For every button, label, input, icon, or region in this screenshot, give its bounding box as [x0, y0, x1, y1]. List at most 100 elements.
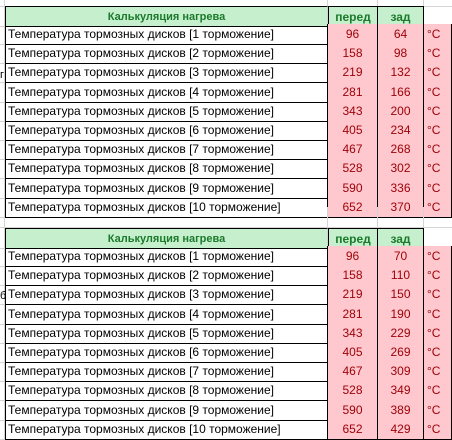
- rear-temp-value[interactable]: 302: [378, 158, 424, 180]
- cell[interactable]: [0, 342, 5, 363]
- cell[interactable]: [0, 43, 5, 65]
- row-label[interactable]: Температура тормозных дисков [7 торможен…: [5, 361, 328, 383]
- cell[interactable]: [0, 399, 5, 421]
- cell[interactable]: [0, 322, 5, 344]
- front-temp-value[interactable]: 96: [328, 24, 378, 45]
- cell[interactable]: [0, 177, 5, 199]
- row-label[interactable]: Температура тормозных дисков [3 торможен…: [5, 62, 328, 84]
- rear-temp-value[interactable]: 389: [378, 399, 424, 421]
- row-label[interactable]: Температура тормозных дисков [8 торможен…: [5, 380, 328, 402]
- row-label[interactable]: Температура тормозных дисков [2 торможен…: [5, 43, 328, 65]
- cell[interactable]: [0, 81, 5, 103]
- rear-temp-value[interactable]: 370: [378, 196, 424, 218]
- cell[interactable]: [0, 380, 5, 402]
- rear-temp-value[interactable]: 349: [378, 380, 424, 402]
- table2-title[interactable]: Калькуляция нагрева: [5, 228, 328, 249]
- cell[interactable]: [0, 24, 5, 45]
- unit-label[interactable]: °C: [424, 380, 452, 402]
- unit-label[interactable]: °C: [424, 177, 452, 199]
- front-temp-value[interactable]: 281: [328, 81, 378, 103]
- cell[interactable]: [0, 207, 5, 228]
- cell[interactable]: [0, 139, 5, 161]
- cell[interactable]: [0, 246, 5, 267]
- rear-temp-value[interactable]: 268: [378, 139, 424, 161]
- unit-label[interactable]: °C: [424, 62, 452, 84]
- front-temp-value[interactable]: 590: [328, 399, 378, 421]
- row-label[interactable]: Температура тормозных дисков [2 торможен…: [5, 265, 328, 287]
- unit-label[interactable]: °C: [424, 418, 452, 440]
- front-temp-value[interactable]: 158: [328, 265, 378, 287]
- cell[interactable]: [0, 265, 5, 287]
- front-temp-value[interactable]: 343: [328, 322, 378, 344]
- cell[interactable]: [424, 0, 452, 7]
- cell[interactable]: [0, 361, 5, 383]
- front-temp-value[interactable]: 96: [328, 246, 378, 267]
- unit-label[interactable]: °C: [424, 303, 452, 325]
- row-label[interactable]: Температура тормозных дисков [5 торможен…: [5, 322, 328, 344]
- row-label[interactable]: Температура тормозных дисков [4 торможен…: [5, 81, 328, 103]
- row-label[interactable]: Температура тормозных дисков [6 торможен…: [5, 342, 328, 363]
- front-temp-value[interactable]: 158: [328, 43, 378, 65]
- cell[interactable]: [424, 207, 452, 228]
- cell[interactable]: [328, 207, 378, 228]
- front-temp-value[interactable]: 343: [328, 100, 378, 122]
- cell[interactable]: [0, 158, 5, 180]
- row-label[interactable]: Температура тормозных дисков [9 торможен…: [5, 177, 328, 199]
- row-label[interactable]: Температура тормозных дисков [1 торможен…: [5, 246, 328, 267]
- rear-temp-value[interactable]: 190: [378, 303, 424, 325]
- unit-label[interactable]: °C: [424, 342, 452, 363]
- table2-col-front-header[interactable]: перед: [328, 228, 378, 249]
- cell[interactable]: [0, 228, 5, 249]
- rear-temp-value[interactable]: 309: [378, 361, 424, 383]
- unit-label[interactable]: °C: [424, 158, 452, 180]
- front-temp-value[interactable]: 219: [328, 284, 378, 306]
- table1-title[interactable]: Калькуляция нагрева: [5, 6, 328, 27]
- front-temp-value[interactable]: 590: [328, 177, 378, 199]
- rear-temp-value[interactable]: 200: [378, 100, 424, 122]
- front-temp-value[interactable]: 405: [328, 342, 378, 363]
- front-temp-value[interactable]: 652: [328, 418, 378, 440]
- front-temp-value[interactable]: 219: [328, 62, 378, 84]
- front-temp-value[interactable]: 467: [328, 361, 378, 383]
- rear-temp-value[interactable]: 429: [378, 418, 424, 440]
- rear-temp-value[interactable]: 70: [378, 246, 424, 267]
- front-temp-value[interactable]: 528: [328, 158, 378, 180]
- front-temp-value[interactable]: 467: [328, 139, 378, 161]
- row-label[interactable]: Температура тормозных дисков [3 торможен…: [5, 284, 328, 306]
- rear-temp-value[interactable]: 98: [378, 43, 424, 65]
- unit-label[interactable]: °C: [424, 284, 452, 306]
- unit-label[interactable]: °C: [424, 361, 452, 383]
- table1-col-front-header[interactable]: перед: [328, 6, 378, 27]
- rear-temp-value[interactable]: 132: [378, 62, 424, 84]
- unit-label[interactable]: °C: [424, 399, 452, 421]
- cell[interactable]: [0, 100, 5, 122]
- rear-temp-value[interactable]: 110: [378, 265, 424, 287]
- cell[interactable]: [378, 207, 424, 228]
- rear-temp-value[interactable]: 166: [378, 81, 424, 103]
- front-temp-value[interactable]: 405: [328, 120, 378, 141]
- front-temp-value[interactable]: 281: [328, 303, 378, 325]
- front-temp-value[interactable]: 528: [328, 380, 378, 402]
- cell[interactable]: [0, 284, 5, 306]
- row-label[interactable]: Температура тормозных дисков [8 торможен…: [5, 158, 328, 180]
- cell[interactable]: [0, 120, 5, 141]
- cell[interactable]: [0, 6, 5, 27]
- rear-temp-value[interactable]: 336: [378, 177, 424, 199]
- row-label[interactable]: Температура тормозных дисков [10 торможе…: [5, 418, 328, 440]
- row-label[interactable]: Температура тормозных дисков [1 торможен…: [5, 24, 328, 45]
- row-label[interactable]: Температура тормозных дисков [4 торможен…: [5, 303, 328, 325]
- row-label[interactable]: Температура тормозных дисков [6 торможен…: [5, 120, 328, 141]
- unit-label[interactable]: °C: [424, 43, 452, 65]
- unit-label[interactable]: °C: [424, 120, 452, 141]
- cell[interactable]: [0, 303, 5, 325]
- cell[interactable]: [5, 207, 328, 228]
- unit-label[interactable]: °C: [424, 265, 452, 287]
- unit-label[interactable]: °C: [424, 100, 452, 122]
- rear-temp-value[interactable]: 150: [378, 284, 424, 306]
- rear-temp-value[interactable]: 269: [378, 342, 424, 363]
- unit-label[interactable]: °C: [424, 246, 452, 267]
- row-label[interactable]: Температура тормозных дисков [5 торможен…: [5, 100, 328, 122]
- row-label[interactable]: Температура тормозных дисков [7 торможен…: [5, 139, 328, 161]
- unit-label[interactable]: °C: [424, 139, 452, 161]
- rear-temp-value[interactable]: 234: [378, 120, 424, 141]
